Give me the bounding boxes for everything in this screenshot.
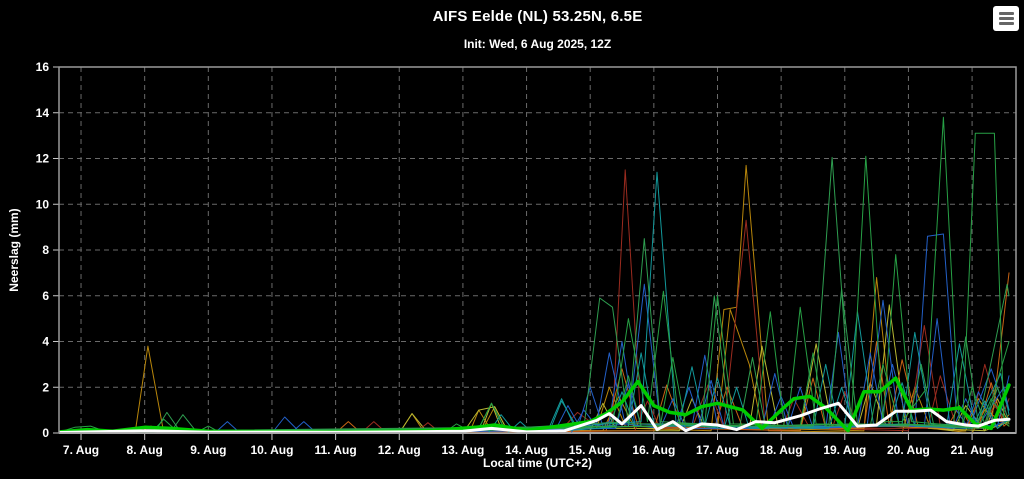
x-tick-label: 20. Aug [887,443,930,457]
y-tick-label: 0 [42,426,49,440]
axes [53,66,1016,440]
x-tick-label: 10. Aug [251,443,294,457]
member-olive-b [59,345,1010,434]
member-orange-a [59,272,1010,434]
hamburger-icon [998,12,1014,25]
series-lines [59,116,1011,434]
x-tick-label: 12. Aug [378,443,421,457]
chart-init-time: Init: Wed, 6 Aug 2025, 12Z [463,37,612,51]
member-seagreen-b [59,238,1010,434]
x-tick-label: 8. Aug [127,443,163,457]
export-menu-button[interactable] [993,6,1019,31]
x-tick-label: 16. Aug [632,443,675,457]
member-green-a [59,116,1010,434]
y-tick-label: 2 [42,380,49,394]
control-run [59,401,1011,434]
x-tick-label: 9. Aug [190,443,226,457]
plot-frame [58,66,1017,434]
x-tick-label: 11. Aug [314,443,356,457]
y-tick-label: 12 [36,152,50,166]
gridlines [59,67,1016,433]
x-axis-title: Local time (UTC+2) [482,456,593,470]
y-tick-label: 14 [36,106,50,120]
y-tick-label: 10 [36,197,50,211]
x-tick-label: 14. Aug [505,443,548,457]
member-teal-c [59,331,1010,434]
y-tick-label: 4 [42,335,49,349]
y-tick-label: 6 [42,289,49,303]
axis-tick-labels: 7. Aug 8. Aug 9. Aug 10. Aug 11. Aug 12. Aug 1… [36,60,994,457]
member-olive-a [59,304,1010,434]
y-tick-label: 8 [42,243,49,257]
member-blue-b [59,299,1010,434]
member-green-b [59,132,1010,434]
x-tick-label: 15. Aug [569,443,612,457]
y-tick-label: 16 [36,60,50,74]
x-tick-label: 21. Aug [951,443,994,457]
x-tick-label: 17. Aug [696,443,739,457]
chart-title: AIFS Eelde (NL) 53.25N, 6.5E [432,8,643,25]
x-tick-label: 13. Aug [441,443,484,457]
x-tick-label: 19. Aug [823,443,866,457]
x-tick-label: 18. Aug [760,443,803,457]
x-tick-label: 7. Aug [63,443,99,457]
